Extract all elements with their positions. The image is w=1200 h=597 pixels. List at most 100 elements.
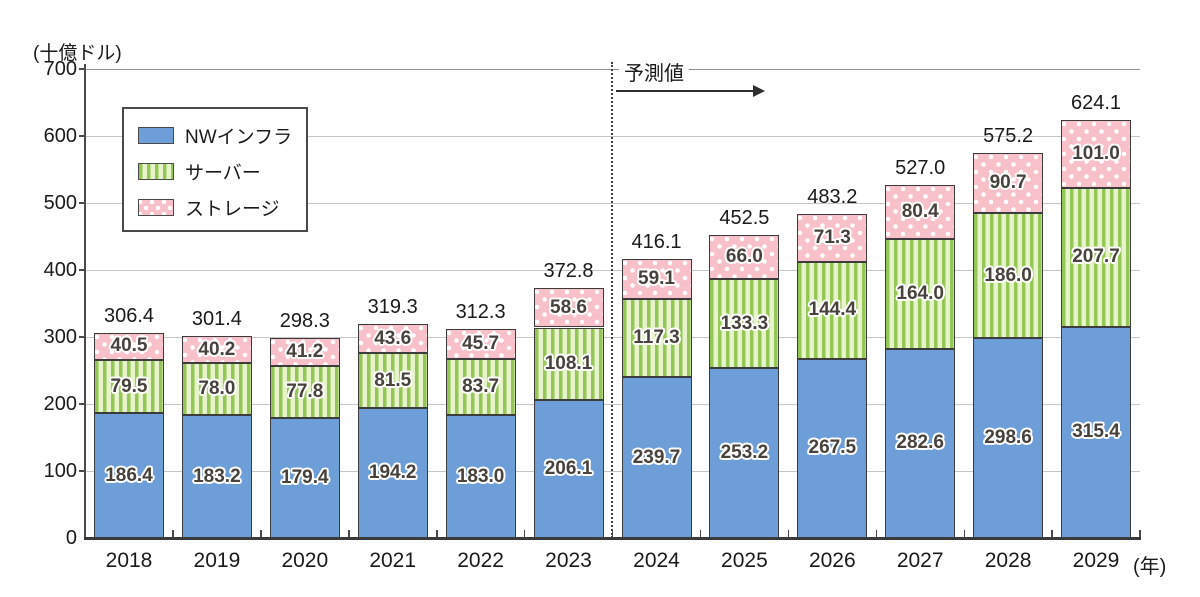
bar-value-label: 66.0: [725, 245, 763, 267]
x-axis-line: [84, 537, 1141, 540]
bar-segment: [269, 417, 340, 538]
y-tick-label: 500: [43, 192, 77, 214]
y-axis-unit-label: (十億ドル): [33, 43, 122, 64]
legend-item-server: サーバー: [138, 158, 292, 185]
bar-value-label: 207.7: [1072, 246, 1120, 268]
bar-value-label: 194.2: [368, 461, 417, 483]
bar-value-label: 101.0: [1072, 142, 1120, 164]
bar-segment: [709, 279, 780, 369]
bar-value-label: 79.5: [110, 375, 148, 397]
bar-value-label: 183.0: [456, 465, 505, 487]
x-axis-tick: [787, 530, 790, 537]
bar-segment: [621, 298, 692, 378]
bar-value-label: 81.5: [374, 369, 412, 391]
x-category-label: 2021: [369, 549, 417, 572]
x-axis-tick: [1051, 530, 1053, 537]
bar-value-label: 40.5: [110, 335, 148, 357]
x-category-label: 2028: [984, 549, 1032, 572]
bar-total-label: 301.4: [191, 308, 242, 331]
bar-total-label: 306.4: [103, 304, 155, 327]
legend: NWインフラ サーバー ストレージ: [122, 107, 309, 232]
bar-segment: [445, 328, 516, 360]
forecast-divider-line: [611, 62, 613, 538]
y-axis-line: [84, 64, 86, 539]
bar-segment: [885, 348, 956, 538]
bar-value-label: 164.0: [896, 282, 944, 304]
bar-value-label: 41.2: [286, 340, 324, 362]
bar-segment: [357, 353, 428, 408]
forecast-arrowhead-icon: [753, 85, 765, 97]
bar-segment: [181, 415, 252, 538]
bar-segment: [1061, 326, 1131, 538]
legend-item-nw-infra: NWインフラ: [138, 122, 292, 149]
bar-segment: [445, 359, 516, 416]
y-axis-tick: [79, 68, 85, 70]
bar-value-label: 186.0: [984, 264, 1032, 286]
y-tick-label: 0: [65, 527, 77, 549]
bar-value-label: 80.4: [901, 200, 939, 222]
bar-value-label: 186.4: [105, 464, 153, 486]
y-tick-label: 100: [43, 460, 77, 482]
bar-segment: [797, 214, 868, 263]
legend-label: ストレージ: [185, 199, 280, 220]
bar-value-label: 83.7: [462, 376, 500, 398]
bar-segment: [797, 358, 868, 538]
bar-total-label: 483.2: [807, 186, 858, 209]
bar-segment: [1061, 187, 1131, 327]
y-tick-label: 400: [43, 259, 77, 281]
bar-segment: [357, 407, 428, 538]
legend-item-storage: ストレージ: [138, 194, 292, 221]
x-category-label: 2019: [193, 549, 241, 572]
bar-segment: [885, 184, 956, 239]
legend-swatch-pink-dots: [138, 199, 174, 216]
bar-total-label: 452.5: [719, 206, 770, 229]
bar-segment: [533, 399, 604, 538]
bar-total-label: 372.8: [543, 260, 594, 283]
x-axis-tick: [348, 530, 350, 537]
bar-segment: [357, 324, 428, 354]
bar-value-label: 206.1: [544, 458, 593, 479]
bar-segment: [181, 336, 252, 363]
bar-segment: [533, 327, 604, 400]
y-tick-label: 700: [43, 58, 77, 80]
bar-value-label: 58.6: [550, 296, 587, 318]
bar-value-label: 282.6: [896, 432, 944, 454]
legend-swatch-blue-solid: [138, 127, 174, 144]
y-tick-label: 600: [43, 125, 77, 147]
x-category-label: 2018: [105, 549, 153, 572]
x-category-label: 2022: [457, 549, 504, 572]
bar-total-label: 624.1: [1070, 91, 1122, 114]
y-axis-tick: [79, 336, 85, 338]
bar-total-label: 312.3: [455, 300, 506, 323]
y-tick-label: 300: [43, 326, 77, 348]
bar-segment: [181, 363, 252, 416]
bar-segment: [709, 368, 780, 538]
bar-segment: [973, 152, 1044, 214]
bar-value-label: 144.4: [808, 299, 857, 321]
bar-value-label: 71.3: [813, 227, 851, 249]
x-category-label: 2029: [1072, 549, 1120, 572]
bar-segment: [94, 413, 164, 538]
x-category-label: 2026: [808, 549, 856, 572]
x-axis-unit-label: (年): [1133, 556, 1167, 578]
bar-segment: [269, 338, 340, 366]
y-axis-tick: [79, 470, 85, 472]
bar-total-label: 319.3: [367, 296, 418, 319]
x-axis-tick: [875, 530, 877, 537]
x-category-label: 2027: [896, 549, 944, 572]
x-axis-tick: [699, 530, 702, 537]
bar-value-label: 315.4: [1072, 421, 1120, 443]
bar-segment: [621, 259, 692, 299]
bar-value-label: 179.4: [281, 466, 329, 488]
bar-segment: [973, 213, 1044, 338]
bar-total-label: 416.1: [631, 231, 682, 254]
bar-segment: [94, 332, 164, 360]
bar-value-label: 78.0: [198, 378, 236, 400]
bar-segment: [709, 234, 780, 279]
y-axis-tick: [79, 269, 85, 271]
bar-segment: [973, 337, 1044, 538]
bar-total-label: 298.3: [279, 310, 330, 333]
x-axis-tick: [172, 530, 174, 537]
